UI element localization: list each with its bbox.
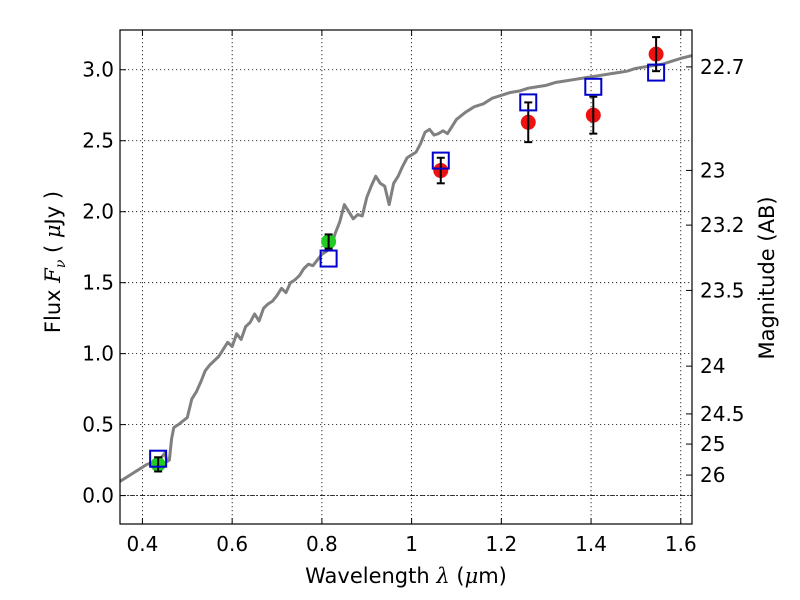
- y-tick-label: 0.0: [82, 484, 114, 508]
- x-tick-label: 1.2: [485, 532, 517, 556]
- y-tick-label: 3.0: [82, 58, 114, 82]
- y2-tick-label: 23.5: [700, 278, 745, 302]
- synthetic-photometry-box: [319, 249, 338, 268]
- axis-ticks: 0.4 0.6 0.8 1 1.2 1.4 1.6 0.0 0.5 1.0 1.5 2.0 2.5 3.0…: [82, 30, 745, 556]
- x-tick-label: 0.4: [127, 532, 159, 556]
- y-axis-label: Flux Fν ( μJy ): [41, 191, 69, 333]
- x-tick-label: 0.6: [216, 532, 248, 556]
- y2-tick-label: 25: [700, 432, 725, 456]
- y2-tick-label: 23.2: [700, 213, 745, 237]
- photometry-points: [149, 36, 666, 473]
- grid-lines: [120, 30, 692, 524]
- x-tick-label: 1.6: [665, 532, 697, 556]
- synthetic-photometry-box: [149, 449, 168, 468]
- synthetic-photometry-box: [647, 63, 666, 82]
- y-tick-label: 2.5: [82, 129, 114, 153]
- synthetic-photometry-box: [431, 151, 450, 170]
- y-tick-label: 0.5: [82, 413, 114, 437]
- y-tick-label: 1.5: [82, 271, 114, 295]
- synthetic-photometry-box: [584, 77, 603, 96]
- x-tick-label: 0.8: [306, 532, 338, 556]
- y2-tick-label: 24: [700, 354, 725, 378]
- y-tick-label: 1.0: [82, 342, 114, 366]
- x-tick-label: 1: [405, 532, 418, 556]
- y2-tick-label: 23: [700, 158, 725, 182]
- y2-tick-label: 22.7: [700, 55, 745, 79]
- x-tick-label: 1.4: [575, 532, 607, 556]
- y2-tick-label: 26: [700, 463, 725, 487]
- y2-axis-label: Magnitude (AB): [755, 196, 779, 359]
- y-tick-label: 2.0: [82, 200, 114, 224]
- y2-tick-label: 24.5: [700, 402, 745, 426]
- x-axis-label: Wavelength λ (μm): [305, 564, 507, 588]
- synthetic-photometry-box: [519, 93, 538, 112]
- plot-frame: [119, 29, 693, 525]
- model-spectrum-line: [119, 54, 693, 483]
